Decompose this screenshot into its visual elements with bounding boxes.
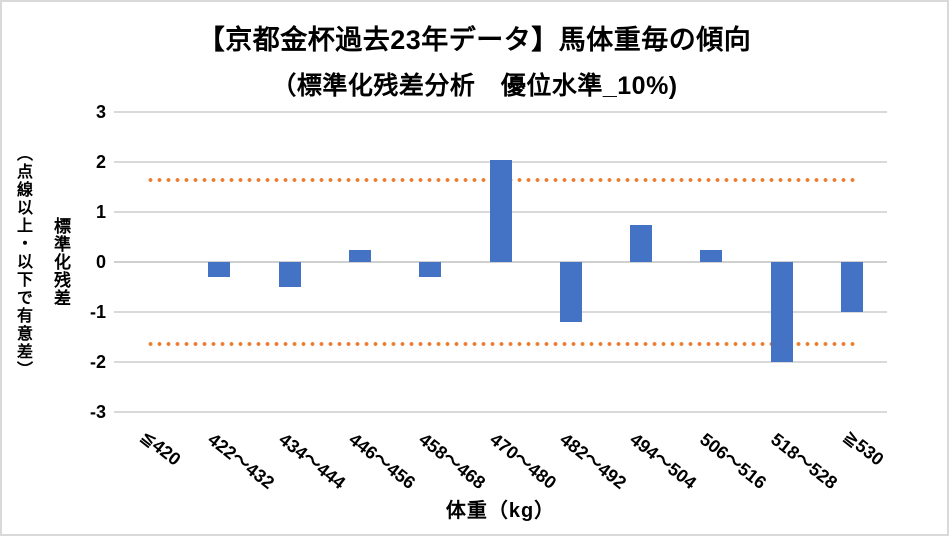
- x-tick-label-5: 470～480: [485, 429, 560, 493]
- x-tick-label-1: 422～432: [204, 429, 279, 493]
- gridline-y--1: [114, 311, 887, 313]
- x-tick-label-10: ≧530: [839, 426, 888, 470]
- x-tick-label-7: 494～504: [626, 429, 701, 493]
- significance-line-lower: [146, 342, 857, 347]
- bar-1: [208, 262, 231, 277]
- y-tick-label-1: 1: [95, 202, 106, 222]
- y-axis-title-note: （点線以上・以下で有意差）: [14, 145, 31, 379]
- bar-7: [630, 224, 653, 262]
- x-tick-label-8: 506～516: [696, 429, 771, 493]
- gridline-y--2: [114, 361, 887, 363]
- x-tick-label-0: ≦420: [136, 426, 185, 470]
- y-tick-label--1: -1: [89, 302, 106, 322]
- gridline-y--3: [114, 411, 887, 413]
- bar-10: [840, 262, 863, 312]
- y-axis-title: 標準化残差: [51, 217, 70, 307]
- chart-subtitle: （標準化残差分析 優位水準_10%): [271, 72, 678, 100]
- x-axis-title: 体重（kg）: [445, 500, 556, 522]
- y-tick-label--3: -3: [89, 402, 106, 422]
- x-tick-label-4: 458～468: [415, 429, 490, 493]
- y-tick-label-0: 0: [95, 252, 106, 272]
- bar-6: [559, 262, 582, 322]
- gridline-y-3: [114, 111, 887, 113]
- x-tick-label-2: 434～444: [274, 429, 349, 493]
- y-tick-label-2: 2: [95, 152, 106, 172]
- chart-title: 【京都金杯過去23年データ】馬体重毎の傾向: [197, 25, 752, 55]
- bar-5: [489, 159, 512, 262]
- bar-9: [770, 262, 793, 362]
- gridline-y-0: [114, 261, 887, 263]
- y-tick-label-3: 3: [95, 102, 106, 122]
- bar-4: [419, 262, 442, 277]
- bar-3: [348, 249, 371, 262]
- x-tick-label-9: 518～528: [766, 429, 841, 493]
- bar-2: [278, 262, 301, 287]
- x-tick-label-6: 482～492: [555, 429, 630, 493]
- y-tick-label--2: -2: [89, 352, 106, 372]
- bar-8: [700, 249, 723, 262]
- x-tick-label-3: 446～456: [345, 429, 420, 493]
